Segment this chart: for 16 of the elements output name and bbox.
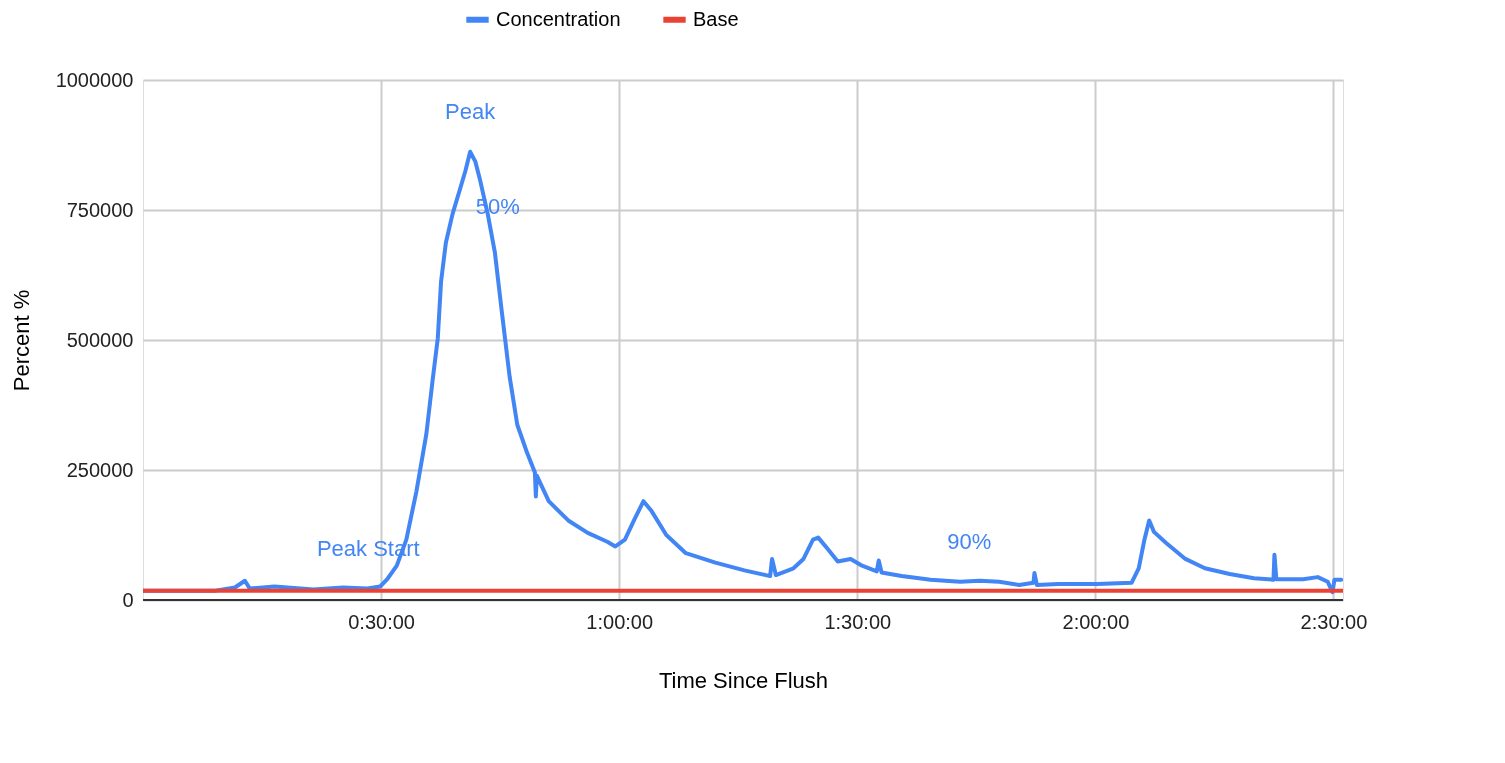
legend-label: Base [693, 7, 739, 30]
x-tick-label: 0:30:00 [348, 610, 415, 633]
annotation: Peak [445, 98, 497, 124]
x-tick-label: 1:00:00 [586, 610, 654, 633]
x-tick-label: 2:30:00 [1300, 610, 1368, 633]
y-tick-label: 1000000 [55, 68, 134, 91]
x-tick-label: 2:00:00 [1062, 610, 1130, 633]
y-tick-label: 500000 [66, 328, 134, 351]
y-tick-label: 750000 [66, 198, 134, 221]
x-tick-label: 1:30:00 [824, 610, 892, 633]
y-tick-label: 250000 [66, 458, 134, 481]
y-tick-label: 0 [122, 588, 134, 611]
y-axis-title: Percent % [8, 289, 34, 392]
x-axis-title: Time Since Flush [658, 667, 829, 693]
annotation: 90% [947, 528, 992, 554]
legend-label: Concentration [496, 7, 621, 30]
